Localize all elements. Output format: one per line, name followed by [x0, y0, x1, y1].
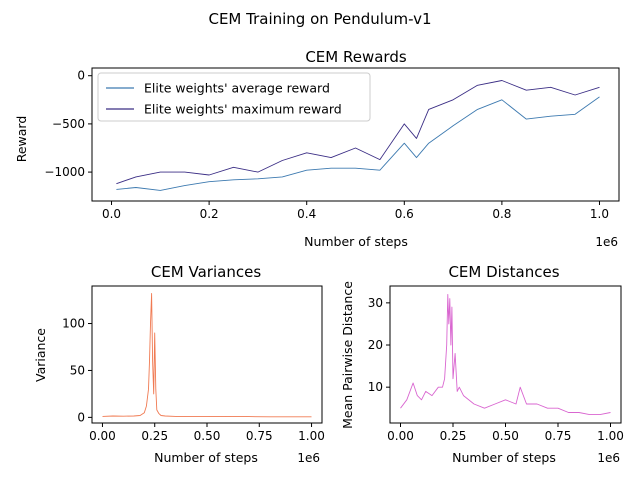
rewards-legend-label: Elite weights' average reward — [144, 81, 330, 96]
rewards-axes-frame — [91, 67, 620, 202]
rewards-x-offset: 1e6 — [595, 235, 618, 249]
variances-ytick-label: 50 — [70, 363, 85, 377]
rewards-ytick-label: −500 — [52, 117, 85, 131]
rewards-xtick-label: 0.0 — [102, 207, 121, 221]
rewards-series-line-0 — [116, 96, 600, 191]
distances-ytick-label: 20 — [368, 338, 383, 352]
rewards-legend-label: Elite weights' maximum reward — [144, 102, 342, 117]
distances-xlabel: Number of steps — [452, 450, 556, 465]
variances-xlabel: Number of steps — [154, 450, 258, 465]
figure-suptitle: CEM Training on Pendulum-v1 — [208, 10, 431, 28]
variances-panel: CEM Variances Number of steps Variance 1… — [33, 263, 325, 465]
distances-xtick-label: 1.00 — [597, 429, 624, 443]
rewards-xtick-label: 0.8 — [492, 207, 511, 221]
variances-xtick-label: 1.00 — [298, 429, 325, 443]
variances-title: CEM Variances — [151, 263, 261, 281]
variances-axes-frame — [91, 285, 323, 424]
rewards-series-line-1 — [116, 80, 600, 185]
variances-xtick-label: 0.75 — [246, 429, 273, 443]
rewards-xtick-label: 0.4 — [297, 207, 316, 221]
variances-xtick-label: 0.50 — [194, 429, 221, 443]
distances-panel: CEM Distances Number of steps Mean Pairw… — [340, 263, 624, 465]
rewards-panel: CEM Rewards Number of steps Reward 1e6 0… — [14, 48, 620, 249]
distances-axes-frame — [389, 285, 622, 424]
distances-xtick-label: 0.25 — [440, 429, 467, 443]
variances-xtick-label: 0.00 — [89, 429, 116, 443]
rewards-title: CEM Rewards — [305, 48, 407, 66]
variances-ytick-label: 0 — [77, 410, 85, 424]
variances-ylabel: Variance — [33, 328, 48, 382]
distances-xtick-label: 0.00 — [387, 429, 414, 443]
rewards-legend: Elite weights' average reward Elite weigh… — [97, 72, 371, 122]
variances-xtick-label: 0.25 — [141, 429, 168, 443]
variances-ytick-label: 100 — [62, 317, 85, 331]
distances-xtick-label: 0.75 — [545, 429, 572, 443]
rewards-xtick-label: 0.6 — [395, 207, 414, 221]
rewards-xtick-label: 1.0 — [590, 207, 609, 221]
distances-series-line-0 — [400, 293, 611, 416]
rewards-xtick-label: 0.2 — [200, 207, 219, 221]
rewards-ytick-label: −1000 — [44, 165, 85, 179]
distances-x-offset: 1e6 — [597, 451, 620, 465]
distances-ytick-label: 10 — [368, 380, 383, 394]
distances-title: CEM Distances — [448, 263, 559, 281]
rewards-ytick-label: 0 — [77, 69, 85, 83]
rewards-ylabel: Reward — [14, 116, 29, 163]
distances-ylabel: Mean Pairwise Distance — [340, 281, 355, 429]
variances-x-offset: 1e6 — [297, 451, 320, 465]
distances-ytick-label: 30 — [368, 296, 383, 310]
rewards-legend-box — [97, 72, 371, 122]
rewards-xlabel: Number of steps — [304, 234, 408, 249]
distances-xtick-label: 0.50 — [492, 429, 519, 443]
variances-series-line-0 — [102, 293, 312, 418]
